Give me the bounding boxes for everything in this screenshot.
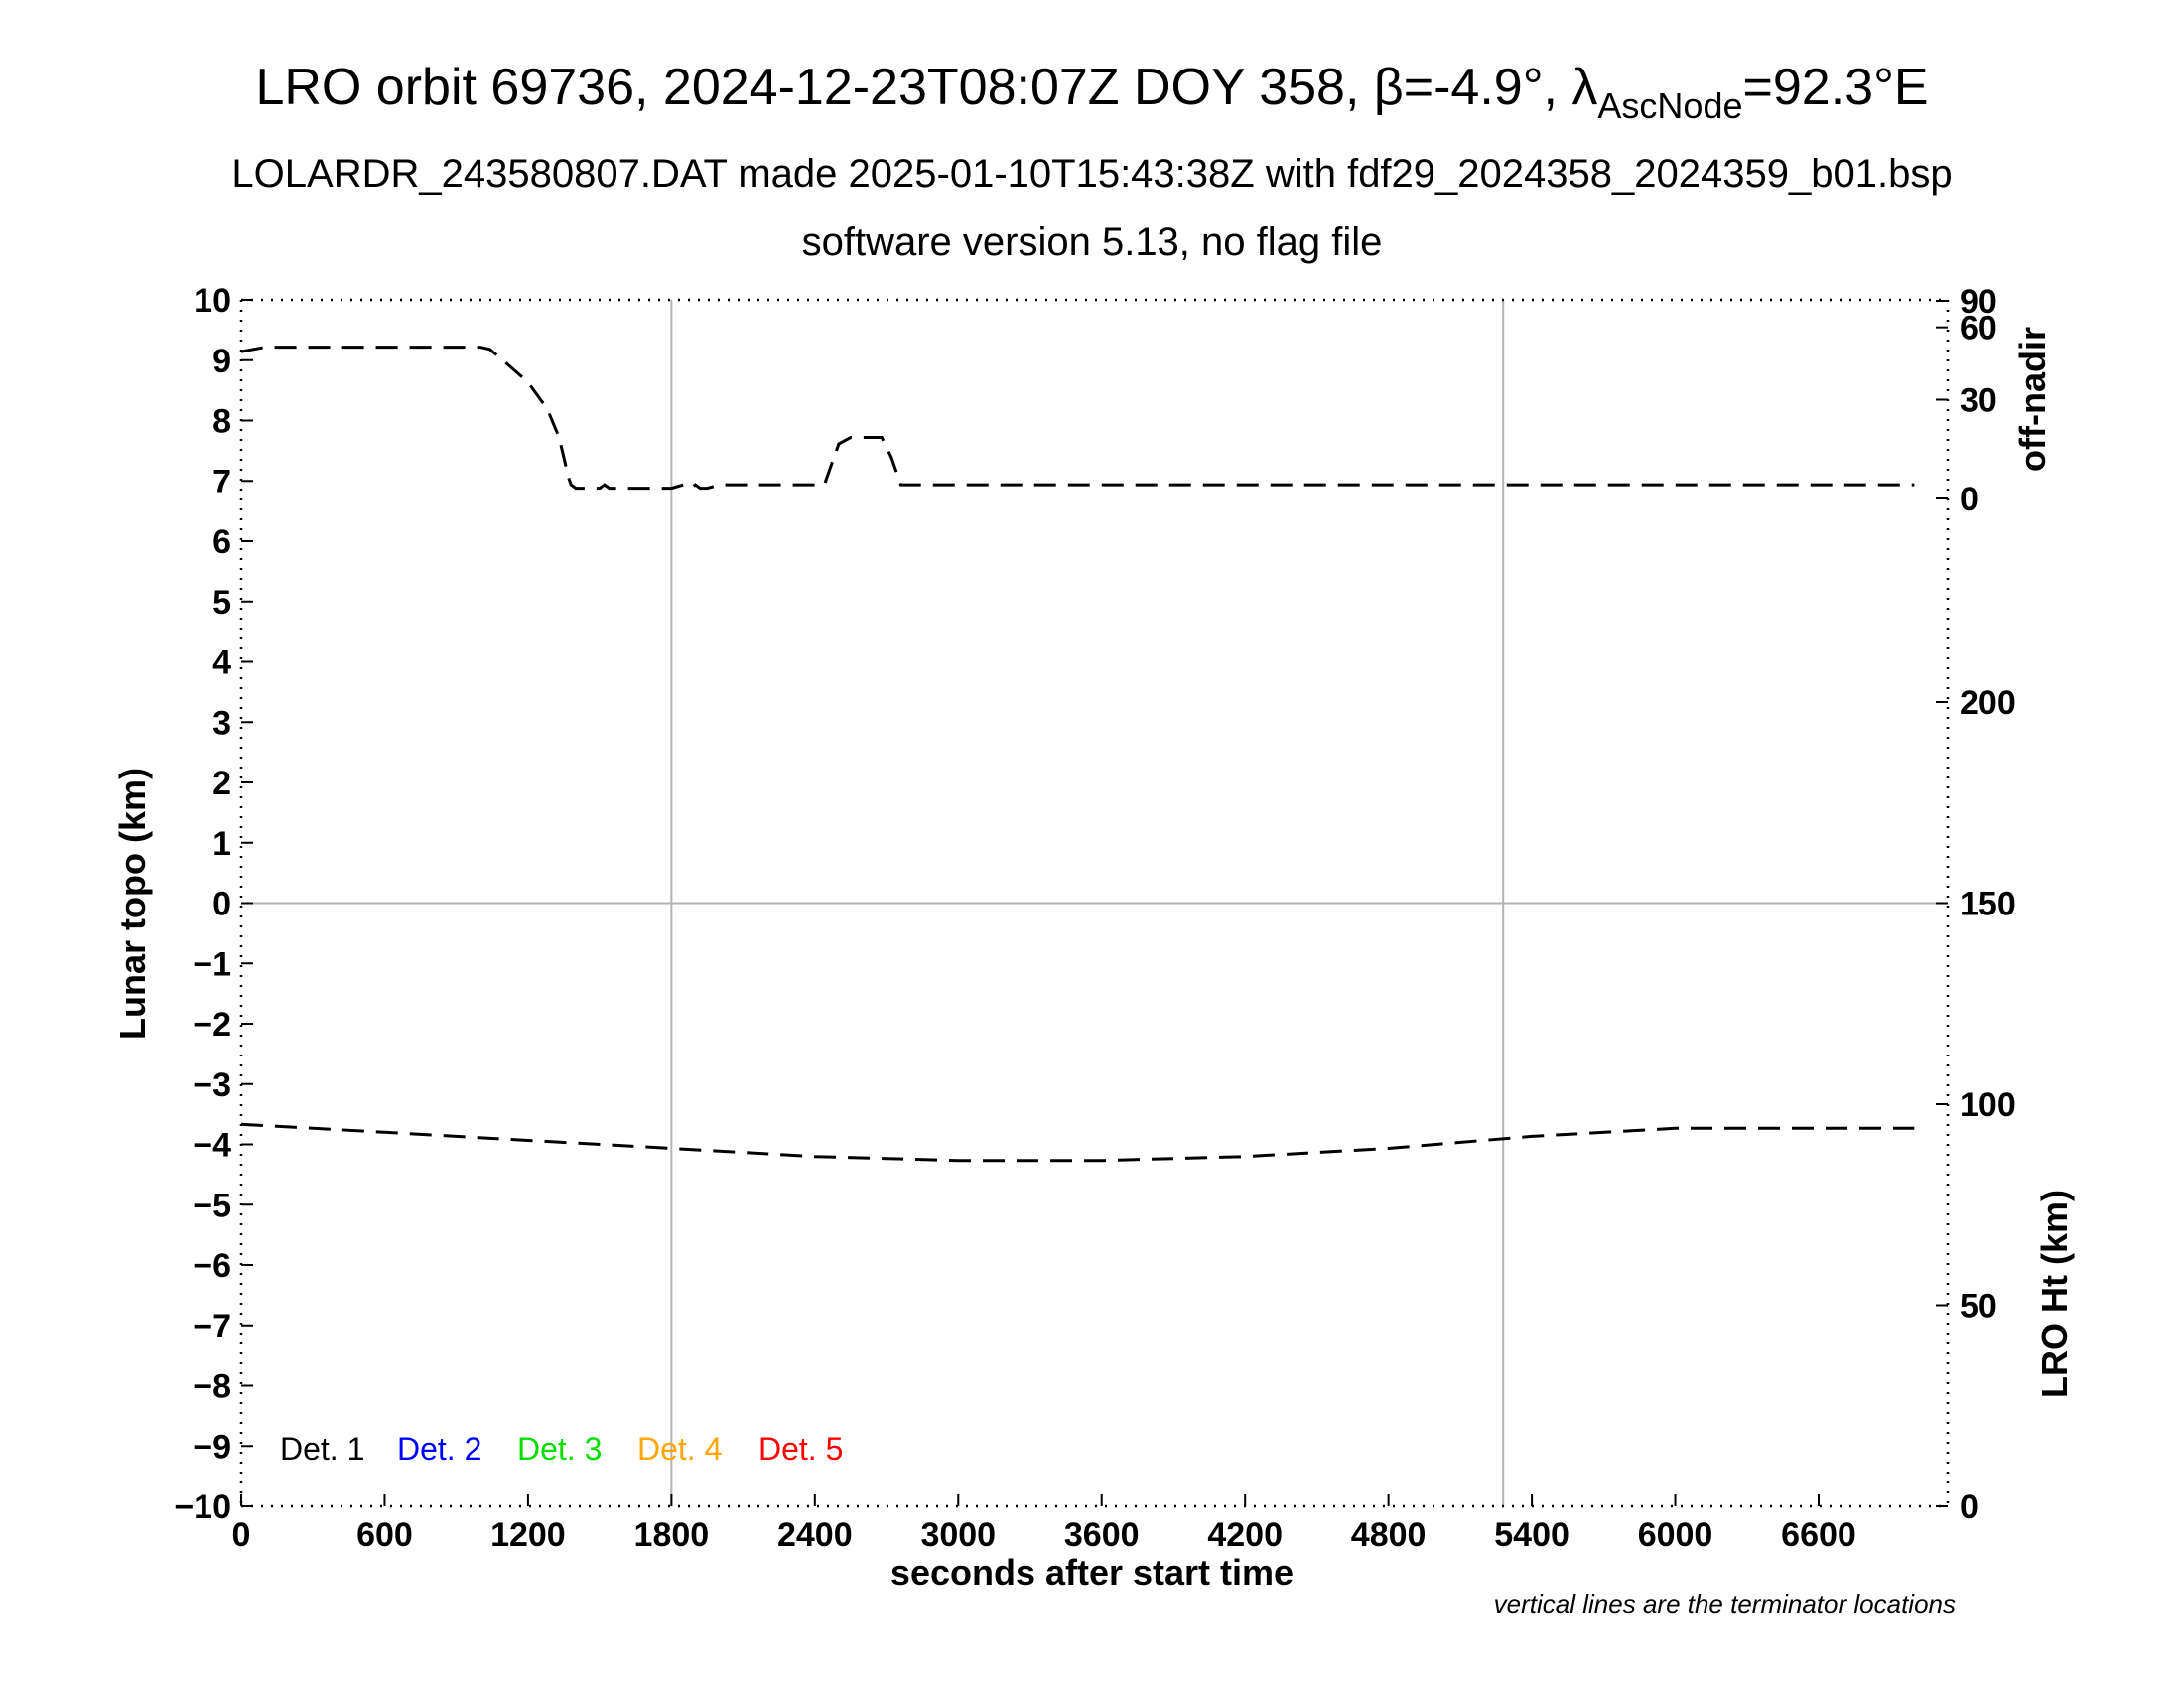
legend-entry: Det. 4 (637, 1431, 722, 1467)
x-tick-label: 2400 (777, 1516, 853, 1554)
x-tick-label: 6000 (1638, 1516, 1713, 1554)
y-tick-label: 8 (212, 403, 231, 441)
lro-height-series-line (240, 1122, 1915, 1163)
height-tick-label: 0 (1960, 1488, 1979, 1526)
legend-entry: Det. 1 (280, 1431, 364, 1467)
y-tick-label: 2 (212, 765, 231, 802)
chart-subtitle-version: software version 5.13, no flag file (802, 220, 1383, 264)
y-tick-label: 7 (212, 463, 231, 500)
x-tick-label: 0 (232, 1516, 251, 1554)
height-tick-label: 100 (1960, 1086, 2016, 1124)
y-tick-label: −2 (193, 1006, 231, 1044)
y-tick-label: 9 (212, 343, 231, 380)
y-tick-label: −8 (193, 1368, 231, 1406)
y-tick-label: −9 (193, 1428, 231, 1466)
chart-subtitle-file: LOLARDR_243580807.DAT made 2025-01-10T15… (231, 152, 1952, 196)
y-tick-label: −1 (193, 945, 231, 983)
y-axis-label: Lunar topo (km) (112, 768, 153, 1040)
y-tick-label: −3 (193, 1066, 231, 1104)
lro-height-axis-label: LRO Ht (km) (2034, 1190, 2075, 1398)
off-nadir-tick-label: 0 (1960, 481, 1979, 518)
terminator-footnote: vertical lines are the terminator locati… (1494, 1589, 1956, 1618)
chart-title-end: =92.3°E (1743, 59, 1929, 116)
y-tick-label: −5 (193, 1187, 231, 1224)
x-axis-label: seconds after start time (890, 1552, 1294, 1593)
x-tick-label: 1800 (634, 1516, 710, 1554)
chart-title-subscript: AscNode (1597, 85, 1742, 126)
chart-title-main: LRO orbit 69736, 2024-12-23T08:07Z DOY 3… (255, 59, 1597, 116)
plot-area: 0 600 1200 1800 2400 3000 3600 4200 4800 5400 6000… (174, 282, 2015, 1554)
y-tick-label: 3 (212, 704, 231, 742)
x-tick-label: 6600 (1781, 1516, 1856, 1554)
y-tick-label: 0 (212, 886, 231, 923)
y-tick-label: 10 (194, 282, 231, 320)
y-tick-label: −10 (174, 1488, 231, 1526)
legend-entry: Det. 5 (758, 1431, 843, 1467)
x-tick-label: 4800 (1351, 1516, 1427, 1554)
legend-entry: Det. 3 (517, 1431, 602, 1467)
height-tick-label: 50 (1960, 1288, 1997, 1326)
y-tick-label: −6 (193, 1247, 231, 1285)
off-nadir-axis-label: off-nadir (2012, 327, 2053, 472)
height-tick-label: 200 (1960, 684, 2016, 722)
x-tick-label: 3000 (920, 1516, 996, 1554)
chart-title: LRO orbit 69736, 2024-12-23T08:07Z DOY 3… (255, 59, 1928, 126)
y-tick-label: 5 (212, 584, 231, 622)
off-nadir-tick-label: 60 (1960, 310, 1997, 348)
off-nadir-tick-label: 30 (1960, 382, 1997, 420)
y-tick-label: 1 (212, 825, 231, 863)
height-tick-label: 150 (1960, 886, 2016, 923)
off-nadir-series-line (240, 346, 1915, 491)
x-tick-label: 4200 (1207, 1516, 1283, 1554)
y-tick-label: −4 (193, 1127, 231, 1165)
x-tick-label: 600 (356, 1516, 413, 1554)
off-nadir-tick-label: 90 (1960, 283, 1997, 321)
x-tick-label: 5400 (1494, 1516, 1570, 1554)
y-tick-label: 6 (212, 523, 231, 561)
legend-entry: Det. 2 (397, 1431, 481, 1467)
x-tick-label: 1200 (490, 1516, 566, 1554)
y-tick-label: 4 (212, 644, 231, 682)
x-tick-label: 3600 (1064, 1516, 1140, 1554)
y-tick-label: −7 (193, 1308, 231, 1345)
